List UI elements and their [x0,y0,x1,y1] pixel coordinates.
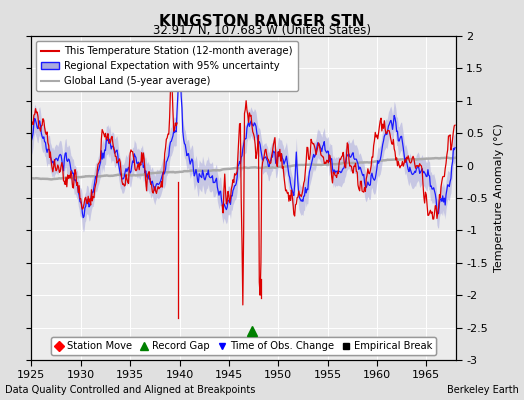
Y-axis label: Temperature Anomaly (°C): Temperature Anomaly (°C) [494,124,504,272]
Text: Data Quality Controlled and Aligned at Breakpoints: Data Quality Controlled and Aligned at B… [5,385,256,395]
Text: 32.917 N, 107.683 W (United States): 32.917 N, 107.683 W (United States) [153,24,371,37]
Text: KINGSTON RANGER STN: KINGSTON RANGER STN [159,14,365,29]
Legend: Station Move, Record Gap, Time of Obs. Change, Empirical Break: Station Move, Record Gap, Time of Obs. C… [51,337,436,355]
Text: Berkeley Earth: Berkeley Earth [447,385,519,395]
